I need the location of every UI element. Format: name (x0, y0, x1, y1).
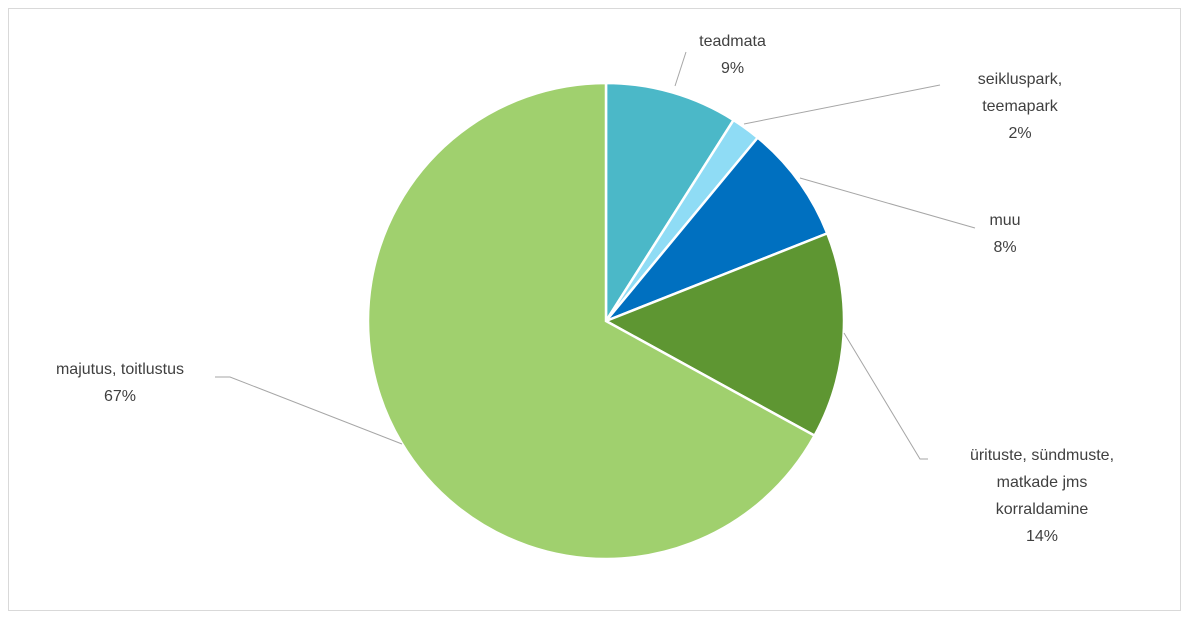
category-label: seikluspark, teemapark (977, 71, 1063, 115)
category-label: teadmata (699, 33, 766, 50)
leader-line (743, 84, 941, 125)
value-label: 2% (1008, 125, 1032, 142)
data-label: muu 8% (955, 207, 1055, 261)
category-label: muu (989, 212, 1021, 229)
data-label: seikluspark, teemapark 2% (960, 66, 1080, 147)
pie-slice (603, 231, 846, 438)
value-label: 14% (1025, 528, 1059, 545)
pie-slice (604, 81, 736, 326)
pie (366, 81, 846, 561)
category-label: majutus, toitlustus (55, 361, 185, 378)
pie-slice (366, 81, 817, 561)
value-label: 9% (720, 60, 745, 77)
leader-lines (215, 51, 976, 460)
value-label: 67% (103, 388, 137, 405)
leader-line (215, 376, 403, 445)
data-label: teadmata 9% (660, 28, 805, 82)
frame (8, 8, 1181, 611)
pie-slice (605, 135, 829, 323)
leader-line (843, 332, 928, 460)
data-label: majutus, toitlustus 67% (5, 356, 235, 410)
data-label: ürituste, sündmuste, matkade jms korrald… (958, 442, 1126, 550)
value-label: 8% (993, 239, 1017, 256)
leader-line (674, 51, 687, 87)
category-label: ürituste, sündmuste, matkade jms korrald… (969, 447, 1115, 518)
leader-line (799, 177, 976, 229)
